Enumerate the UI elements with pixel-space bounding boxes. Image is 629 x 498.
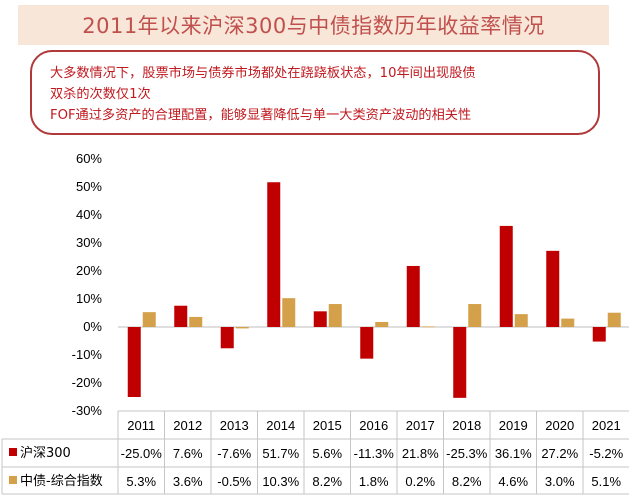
bar-bond-2011 [142,312,156,327]
category-label: 2018 [452,418,481,433]
bar-hs300-2014 [267,182,281,327]
bar-hs300-2012 [174,305,188,327]
data-label: -5.2% [589,446,623,461]
bar-bond-2021 [607,312,621,327]
legend-label: 中债-综合指数 [20,474,103,489]
note-box: 大多数情况下，股票市场与债券市场都处在跷跷板状态，10年间出现股债 双杀的次数仅… [30,50,600,135]
y-tick-label: 20% [76,263,102,278]
data-label: -7.6% [217,446,251,461]
y-tick-label: 40% [76,207,102,222]
data-label: 5.3% [126,474,156,489]
legend-swatch [9,476,17,484]
data-label: 36.1% [495,446,532,461]
chart-title: 2011年以来沪深300与中债指数历年收益率情况 [82,14,545,38]
bar-hs300-2011 [127,327,141,397]
bar-hs300-2019 [499,225,513,327]
bar-bond-2014 [282,298,296,327]
category-label: 2021 [592,418,621,433]
bar-bond-2016 [375,321,389,327]
category-label: 2014 [266,418,295,433]
category-label: 2016 [359,418,388,433]
category-label: 2012 [173,418,202,433]
data-label: 5.1% [591,474,621,489]
note-line-1: 大多数情况下，股票市场与债券市场都处在跷跷板状态，10年间出现股债 [50,66,476,81]
bar-bond-2013 [235,327,249,329]
y-tick-label: -30% [72,403,103,418]
bar-bond-2012 [189,316,203,327]
y-tick-label: -10% [72,347,103,362]
category-label: 2015 [313,418,342,433]
y-tick-label: 0% [83,319,102,334]
note-line-3: FOF通过多资产的合理配置，能够显著降低与单一大类资产波动的相关性 [50,108,472,123]
data-label: 51.7% [262,446,299,461]
data-label: 10.3% [262,474,299,489]
category-label: 2019 [499,418,528,433]
data-label: 8.2% [312,474,342,489]
y-tick-label: 60% [76,151,102,166]
category-label: 2013 [220,418,249,433]
data-label: 5.6% [312,446,342,461]
y-tick-label: 30% [76,235,102,250]
category-label: 2011 [127,418,155,433]
bar-bond-2019 [514,314,528,327]
data-label: 3.6% [173,474,203,489]
legend-label: 沪深300 [20,445,71,461]
bar-hs300-2013 [220,327,234,349]
bar-hs300-2017 [406,265,420,327]
bar-hs300-2018 [453,327,467,398]
bar-hs300-2015 [313,311,327,327]
bar-hs300-2016 [360,327,374,359]
bar-bond-2017 [421,326,435,328]
data-label: -25.3% [446,446,488,461]
data-label: 3.0% [545,474,575,489]
title-bar: 2011年以来沪深300与中债指数历年收益率情况 [18,5,609,45]
data-label: 1.8% [359,474,389,489]
bar-bond-2018 [468,304,482,327]
note-line-2: 双杀的次数仅1次 [50,87,151,102]
data-label: 4.6% [498,474,528,489]
category-label: 2020 [545,418,574,433]
category-label: 2017 [406,418,435,433]
data-label: 8.2% [452,474,482,489]
y-tick-label: -20% [72,375,103,390]
data-label: -0.5% [217,474,251,489]
data-label: 0.2% [405,474,435,489]
bar-hs300-2021 [592,327,606,342]
bar-bond-2015 [328,304,342,327]
data-label: 21.8% [402,446,439,461]
y-tick-label: 50% [76,179,102,194]
y-tick-label: 10% [76,291,102,306]
bar-hs300-2020 [546,250,560,327]
legend-swatch [9,448,17,456]
data-label: 7.6% [173,446,203,461]
data-label: -25.0% [121,446,163,461]
data-label: -11.3% [354,446,395,461]
bar-bond-2020 [561,318,575,327]
data-label: 27.2% [541,446,578,461]
